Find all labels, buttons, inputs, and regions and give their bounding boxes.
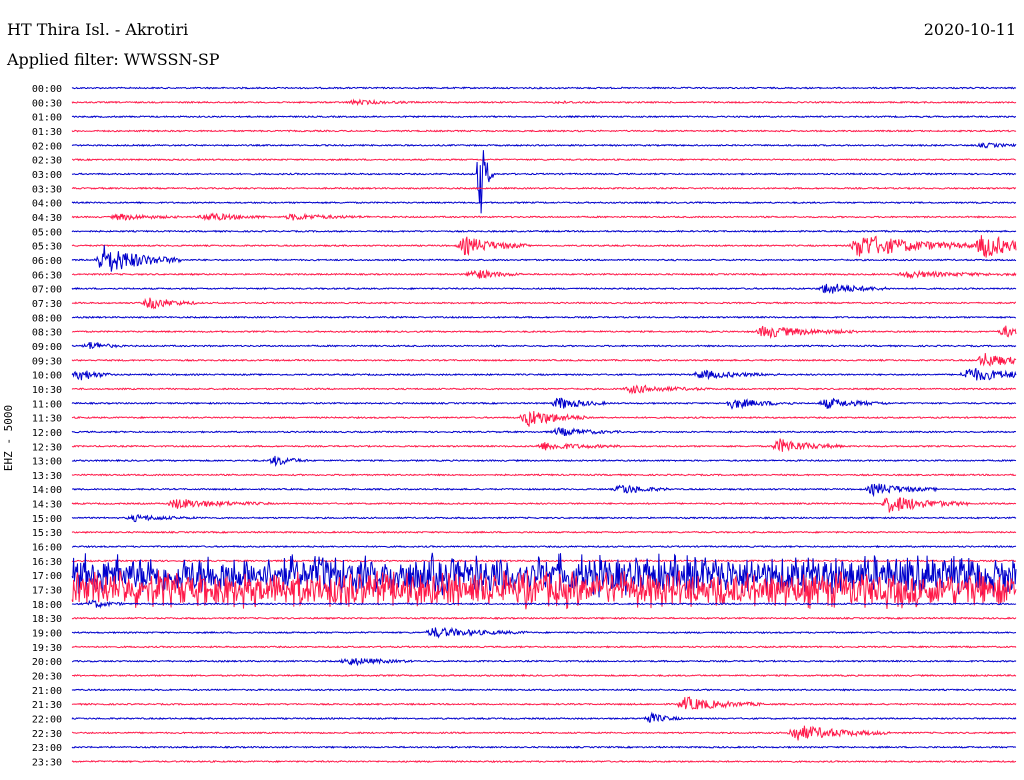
row-time-label: 00:30: [32, 98, 62, 109]
row-time-label: 13:00: [32, 457, 62, 468]
row-time-label: 15:30: [32, 528, 62, 539]
trace-row: [71, 229, 1017, 233]
trace-row: [71, 473, 1017, 477]
trace-row: [71, 759, 1017, 764]
trace-row: [71, 297, 1016, 310]
trace-row: [71, 86, 1017, 90]
row-time-label: 07:30: [32, 299, 62, 310]
row-time-label: 06:30: [32, 270, 62, 281]
trace-row: [71, 368, 1017, 381]
trace-row: [71, 426, 1016, 437]
row-time-label: 14:30: [32, 500, 62, 511]
row-time-label: 01:00: [32, 113, 62, 124]
trace-row: [71, 186, 1017, 190]
station-title: HT Thira Isl. - Akrotiri: [7, 20, 189, 39]
trace-row: [71, 559, 1017, 563]
trace-row: [71, 397, 1017, 410]
row-time-label: 17:00: [32, 571, 62, 582]
row-time-label: 04:00: [32, 199, 62, 210]
trace-row: [71, 200, 1017, 205]
row-time-label: 02:30: [32, 156, 62, 167]
trace-row: [71, 616, 1017, 620]
trace-row: [71, 98, 1017, 107]
trace-row: [71, 438, 1017, 452]
trace-row: [71, 150, 1017, 214]
trace-row: [71, 569, 1017, 610]
row-time-label: 18:30: [32, 614, 62, 625]
row-time-label: 20:00: [32, 657, 62, 668]
trace-row: [71, 711, 1017, 723]
trace-row: [71, 142, 1017, 149]
row-time-label: 09:00: [32, 342, 62, 353]
trace-row: [71, 599, 1017, 609]
trace-row: [71, 544, 1017, 549]
row-time-label: 15:00: [32, 514, 62, 525]
row-time-label: 00:00: [32, 84, 62, 95]
trace-row: [71, 158, 1017, 162]
trace-row: [71, 626, 1017, 639]
trace-row: [71, 725, 1017, 741]
row-time-label: 16:00: [32, 543, 62, 554]
row-time-label: 12:00: [32, 428, 62, 439]
row-time-label: 12:30: [32, 442, 62, 453]
row-time-label: 18:00: [32, 600, 62, 611]
row-time-label: 08:30: [32, 328, 62, 339]
row-time-label: 22:00: [32, 715, 62, 726]
trace-row: [71, 129, 1017, 133]
row-time-label: 09:30: [32, 356, 62, 367]
row-time-label: 05:00: [32, 227, 62, 238]
trace-row: [71, 325, 1017, 340]
row-time-label: 23:30: [32, 758, 62, 769]
trace-row: [71, 114, 1017, 119]
trace-row: [71, 657, 1017, 667]
trace-row: [71, 455, 1017, 467]
row-time-label: 21:30: [32, 700, 62, 711]
trace-row: [71, 745, 1017, 749]
date-label: 2020-10-11: [923, 20, 1016, 39]
row-time-label: 03:30: [32, 184, 62, 195]
row-time-label: 08:00: [32, 313, 62, 324]
row-time-label: 11:30: [32, 414, 62, 425]
trace-row: [71, 315, 1017, 319]
trace-row: [71, 245, 1017, 272]
trace-row: [71, 341, 1017, 350]
trace-row: [71, 384, 1017, 395]
trace-row: [71, 212, 1017, 222]
row-time-label: 23:00: [32, 743, 62, 754]
trace-row: [71, 269, 1017, 280]
row-time-label: 10:00: [32, 371, 62, 382]
trace-row: [71, 235, 1017, 258]
row-time-label: 03:00: [32, 170, 62, 181]
trace-row: [71, 696, 1017, 710]
row-time-label: 21:00: [32, 686, 62, 697]
trace-row: [71, 688, 1017, 692]
trace-row: [71, 352, 1017, 367]
row-time-label: 19:00: [32, 629, 62, 640]
trace-row: [71, 513, 1017, 523]
row-time-label: 22:30: [32, 729, 62, 740]
trace-row: [71, 530, 1017, 534]
trace-row: [71, 645, 1017, 649]
row-time-label: 19:30: [32, 643, 62, 654]
row-time-label: 16:30: [32, 557, 62, 568]
row-time-label: 06:00: [32, 256, 62, 267]
row-time-label: 07:00: [32, 285, 62, 296]
trace-row: [71, 410, 1017, 427]
row-time-label: 02:00: [32, 141, 62, 152]
row-time-label: 10:30: [32, 385, 62, 396]
row-time-label: 11:00: [32, 399, 62, 410]
trace-row: [71, 673, 1017, 678]
trace-row: [71, 497, 1017, 513]
row-time-label: 04:30: [32, 213, 62, 224]
row-time-label: 01:30: [32, 127, 62, 138]
row-time-label: 14:00: [32, 485, 62, 496]
filter-label: Applied filter: WWSSN-SP: [7, 50, 220, 69]
row-time-label: 05:30: [32, 242, 62, 253]
trace-row: [72, 483, 1017, 498]
row-time-label: 20:30: [32, 672, 62, 683]
row-time-label: 17:30: [32, 586, 62, 597]
trace-row: [71, 283, 1017, 294]
row-time-label: 13:30: [32, 471, 62, 482]
